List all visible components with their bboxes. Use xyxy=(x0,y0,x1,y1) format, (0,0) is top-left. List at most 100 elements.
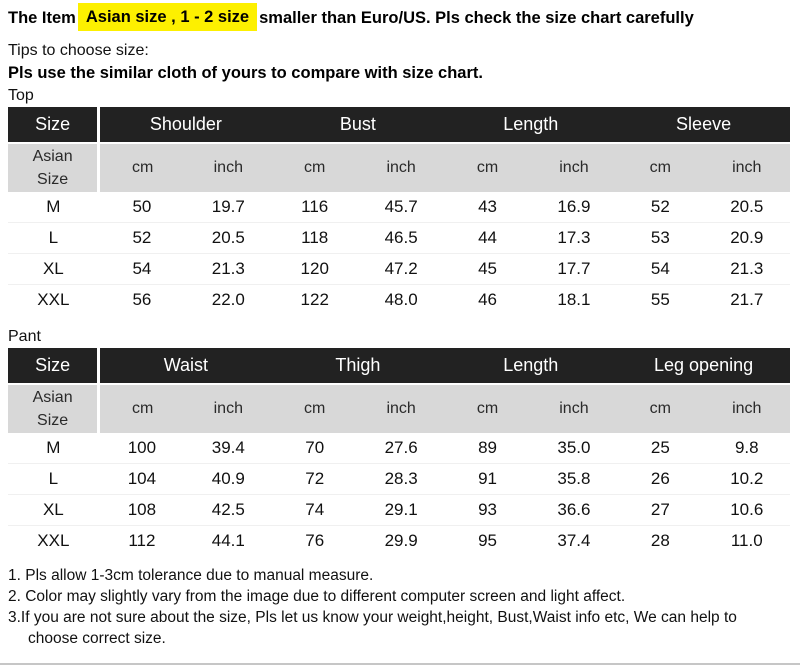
value-cell: 18.1 xyxy=(530,284,618,315)
size-cell: XL xyxy=(8,494,99,526)
size-cell: L xyxy=(8,222,99,254)
size-row-xl: XL 54 21.3 120 47.2 45 17.7 54 21.3 xyxy=(8,253,790,285)
header-size: Size xyxy=(8,107,101,144)
header-waist: Waist xyxy=(98,348,272,385)
header-leg-opening: Leg opening xyxy=(617,348,790,385)
value-cell: 9.8 xyxy=(734,438,759,457)
unit-inch: inch xyxy=(703,143,790,192)
title-highlight: Asian size , 1 - 2 size xyxy=(77,3,258,31)
unit-cm: cm xyxy=(444,384,531,433)
tips-instruction: Pls use the similar cloth of yours to co… xyxy=(8,64,483,82)
header-thigh: Thigh xyxy=(271,348,445,385)
section-label-top: Top xyxy=(8,87,34,104)
value-cell: 27 xyxy=(617,494,704,526)
header-length: Length xyxy=(444,348,618,385)
value-cell: 19.7 xyxy=(211,197,245,216)
value-cell: 26 xyxy=(617,463,704,495)
value-cell: 55 xyxy=(617,284,704,315)
value-cell: 35.0 xyxy=(557,438,591,457)
value-cell: 44.1 xyxy=(185,525,272,556)
value-cell: 104 xyxy=(98,463,186,495)
value-cell: 52 xyxy=(650,197,670,216)
size-cell: M xyxy=(46,197,61,216)
size-cell: XL xyxy=(8,253,99,285)
value-cell: 72 xyxy=(271,463,358,495)
value-cell: 50 xyxy=(132,197,152,216)
value-cell: 95 xyxy=(444,525,531,556)
asian-size-label: Asian Size xyxy=(32,388,73,429)
pant-units-row: Asian Size cm inch cm inch cm inch cm in… xyxy=(8,384,790,433)
value-cell: 39.4 xyxy=(211,438,245,457)
value-cell: 54 xyxy=(617,253,704,285)
top-header-row: Size Shoulder Bust Length Sleeve xyxy=(8,107,790,144)
unit-inch: inch xyxy=(185,384,272,433)
value-cell: 48.0 xyxy=(357,284,445,315)
section-label-pant: Pant xyxy=(8,328,41,345)
note-2: 2. Color may slightly vary from the imag… xyxy=(8,588,626,605)
value-cell: 37.4 xyxy=(530,525,618,556)
unit-inch: inch xyxy=(530,384,618,433)
unit-cm: cm xyxy=(444,143,531,192)
size-cell: XXL xyxy=(8,284,99,315)
value-cell: 122 xyxy=(271,284,358,315)
unit-cm: cm xyxy=(617,384,704,433)
row-label-header: Asian Size xyxy=(8,384,101,433)
size-row-l: L 104 40.9 72 28.3 91 35.8 26 10.2 xyxy=(8,463,790,495)
value-cell: 40.9 xyxy=(185,463,272,495)
value-cell: 21.7 xyxy=(703,284,790,315)
value-cell: 93 xyxy=(444,494,531,526)
title-line: The Item Asian size , 1 - 2 size smaller t… xyxy=(8,3,790,33)
value-cell: 10.6 xyxy=(703,494,790,526)
value-cell: 21.3 xyxy=(703,253,790,285)
unit-inch: inch xyxy=(703,384,790,433)
value-cell: 21.3 xyxy=(185,253,272,285)
value-cell: 116 xyxy=(301,197,329,216)
unit-inch: inch xyxy=(357,384,445,433)
value-cell: 89 xyxy=(478,438,497,457)
note-1: 1. Pls allow 1-3cm tolerance due to manu… xyxy=(8,567,374,584)
size-row-xl: XL 108 42.5 74 29.1 93 36.6 27 10.6 xyxy=(8,494,790,526)
value-cell: 74 xyxy=(271,494,358,526)
size-row-m: M 50 19.7 116 45.7 43 16.9 52 20.5 xyxy=(8,192,790,223)
value-cell: 11.0 xyxy=(703,525,790,556)
value-cell: 56 xyxy=(98,284,186,315)
note-3: 3.If you are not sure about the size, Pl… xyxy=(8,609,737,647)
value-cell: 20.5 xyxy=(730,197,764,216)
unit-inch: inch xyxy=(185,143,272,192)
value-cell: 27.6 xyxy=(384,438,418,457)
value-cell: 29.1 xyxy=(357,494,445,526)
size-row-xxl: XXL 56 22.0 122 48.0 46 18.1 55 21.7 xyxy=(8,284,790,315)
size-cell: M xyxy=(46,438,61,457)
top-units-row: Asian Size cm inch cm inch cm inch cm in… xyxy=(8,143,790,192)
value-cell: 46.5 xyxy=(357,222,445,254)
header-bust: Bust xyxy=(271,107,445,144)
asian-size-label: Asian Size xyxy=(32,147,73,188)
footer-notes: 1. Pls allow 1-3cm tolerance due to manu… xyxy=(8,565,790,649)
value-cell: 36.6 xyxy=(530,494,618,526)
value-cell: 100 xyxy=(127,438,157,457)
value-cell: 16.9 xyxy=(557,197,591,216)
value-cell: 118 xyxy=(271,222,358,254)
unit-inch: inch xyxy=(530,143,618,192)
value-cell: 28.3 xyxy=(357,463,445,495)
value-cell: 17.3 xyxy=(530,222,618,254)
value-cell: 91 xyxy=(444,463,531,495)
size-row-xxl: XXL 112 44.1 76 29.9 95 37.4 28 11.0 xyxy=(8,525,790,556)
value-cell: 46 xyxy=(444,284,531,315)
unit-inch: inch xyxy=(357,143,445,192)
value-cell: 20.9 xyxy=(703,222,790,254)
value-cell: 70 xyxy=(305,438,325,457)
value-cell: 52 xyxy=(98,222,186,254)
value-cell: 42.5 xyxy=(185,494,272,526)
unit-cm: cm xyxy=(98,384,186,433)
value-cell: 35.8 xyxy=(530,463,618,495)
value-cell: 25 xyxy=(650,438,670,457)
value-cell: 54 xyxy=(98,253,186,285)
unit-cm: cm xyxy=(271,143,358,192)
top-size-table: Size Shoulder Bust Length Sleeve Asian S… xyxy=(8,107,790,315)
pant-size-table: Size Waist Thigh Length Leg opening Asia… xyxy=(8,348,790,556)
size-cell: XXL xyxy=(8,525,99,556)
unit-cm: cm xyxy=(98,143,186,192)
value-cell: 28 xyxy=(617,525,704,556)
